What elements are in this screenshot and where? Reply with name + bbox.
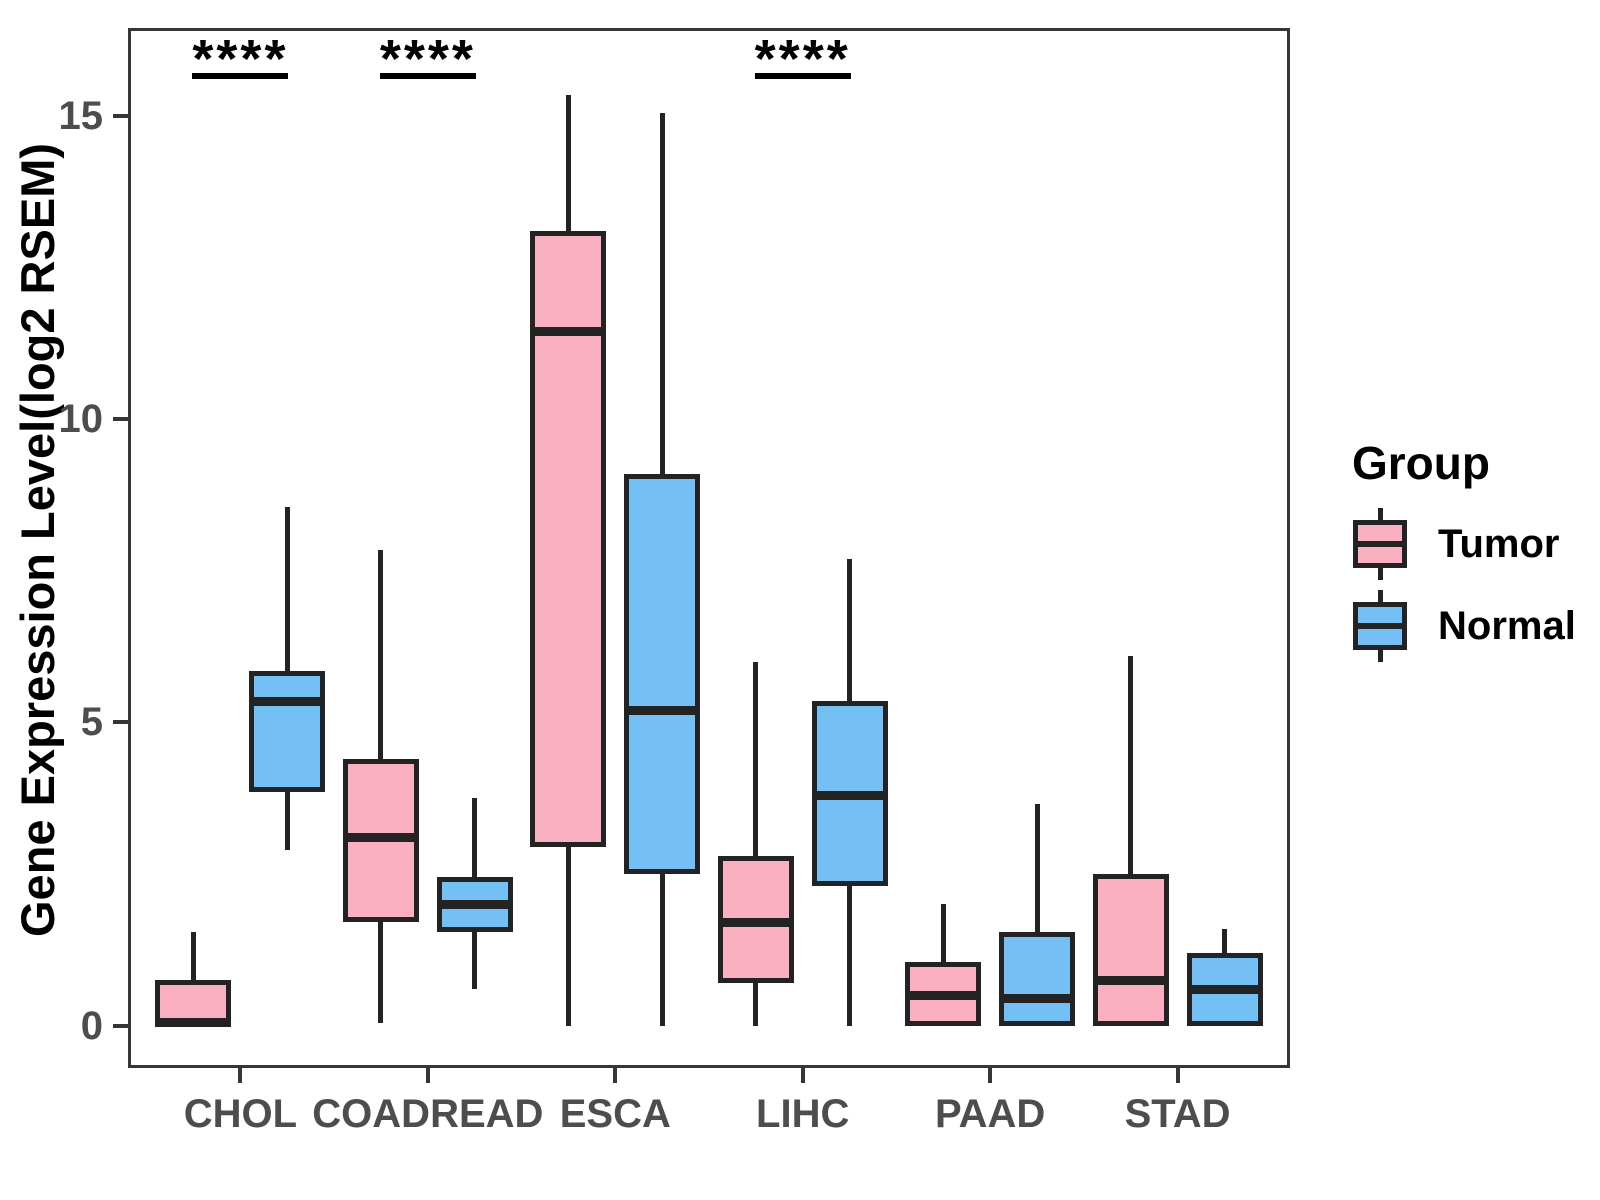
boxplot-lihc-tumor-median: [717, 917, 794, 927]
boxplot-chol-normal-box: [249, 670, 326, 793]
boxplot-lihc-normal-lower-whisker: [847, 886, 853, 1026]
legend-title: Group: [1352, 437, 1490, 489]
y-tick-label: 0: [80, 1003, 103, 1048]
legend-label-tumor: Tumor: [1438, 521, 1560, 566]
x-tick-label-stad: STAD: [1124, 1092, 1231, 1136]
legend-entry-tumor: Tumor: [1352, 508, 1590, 580]
boxplot-coadread-normal-upper-whisker: [472, 798, 478, 877]
y-axis-title: Gene Expression Level(log2 RSEM): [11, 143, 64, 937]
boxplot-stad-normal-median: [1186, 984, 1263, 994]
boxplot-stad-tumor-upper-whisker: [1128, 655, 1134, 874]
boxplot-chol-normal-upper-whisker: [284, 507, 290, 671]
boxplot-paad-tumor-upper-whisker: [940, 904, 946, 962]
glyph-box: [1353, 520, 1407, 568]
boxplot-coadread-normal-lower-whisker: [472, 931, 478, 990]
boxplot-lihc-tumor-upper-whisker: [753, 661, 759, 856]
x-tick-mark: [800, 1068, 805, 1083]
boxplot-esca-tumor-upper-whisker: [565, 94, 571, 232]
y-tick-mark: [113, 1023, 128, 1028]
boxplot-paad-normal-box: [999, 931, 1076, 1026]
boxplot-lihc-tumor-lower-whisker: [753, 983, 759, 1026]
legend-entry-normal: Normal: [1352, 590, 1590, 662]
x-tick-label-coadread: COADREAD: [312, 1092, 544, 1136]
x-tick-label-lihc: LIHC: [756, 1092, 850, 1136]
y-tick-label: 10: [58, 397, 104, 442]
boxplot-paad-tumor-median: [905, 990, 982, 1000]
glyph-median: [1358, 623, 1402, 629]
boxplot-coadread-tumor-lower-whisker: [378, 922, 384, 1023]
glyph-whisker: [1378, 649, 1383, 662]
y-tick-label: 5: [80, 700, 103, 745]
boxplot-esca-normal-box: [624, 473, 701, 874]
boxplot-esca-normal-median: [624, 705, 701, 715]
x-tick-mark: [238, 1068, 243, 1083]
glyph-whisker: [1378, 590, 1383, 603]
significance-bar-lihc: [754, 73, 851, 79]
boxplot-chol-normal-lower-whisker: [284, 792, 290, 850]
significance-bar-chol: [192, 73, 289, 79]
boxplot-lihc-normal-median: [811, 790, 888, 800]
y-tick-label: 15: [58, 93, 104, 138]
glyph-median: [1358, 541, 1402, 547]
boxplot-paad-normal-median: [999, 993, 1076, 1003]
boxplot-chol-tumor-median: [155, 1018, 232, 1028]
x-tick-label-chol: CHOL: [183, 1092, 298, 1136]
boxplot-esca-tumor-box: [530, 231, 607, 847]
legend-label-normal: Normal: [1438, 603, 1576, 648]
boxplot-stad-tumor-median: [1092, 975, 1169, 985]
x-tick-mark: [988, 1068, 993, 1083]
boxplot-chol-normal-median: [249, 696, 326, 706]
glyph-box: [1353, 602, 1407, 650]
boxplot-paad-normal-upper-whisker: [1034, 804, 1040, 932]
glyph-whisker: [1378, 567, 1383, 580]
x-tick-mark: [425, 1068, 430, 1083]
y-tick-mark: [113, 417, 128, 422]
boxplot-lihc-normal-upper-whisker: [847, 558, 853, 702]
boxplot-stad-normal-upper-whisker: [1222, 928, 1228, 953]
significance-bar-coadread: [379, 73, 476, 79]
boxplot-coadread-tumor-upper-whisker: [378, 549, 384, 759]
boxplot-glyph-tumor-icon: [1352, 508, 1408, 580]
boxplot-esca-normal-lower-whisker: [659, 873, 665, 1026]
x-tick-label-paad: PAAD: [934, 1092, 1046, 1136]
glyph-whisker: [1378, 508, 1383, 521]
boxplot-esca-tumor-lower-whisker: [565, 846, 571, 1026]
boxplot-glyph-normal-icon: [1352, 590, 1408, 662]
boxplot-esca-tumor-median: [530, 326, 607, 336]
boxplot-esca-normal-upper-whisker: [659, 112, 665, 474]
x-tick-mark: [613, 1068, 618, 1083]
boxplot-stad-tumor-box: [1092, 873, 1169, 1026]
legend: Group Tumor Normal: [1330, 436, 1590, 672]
x-tick-label-esca: ESCA: [559, 1092, 671, 1136]
y-tick-mark: [113, 720, 128, 725]
boxplot-chol-tumor-upper-whisker: [190, 931, 196, 981]
y-tick-mark: [113, 113, 128, 118]
boxplot-coadread-normal-median: [436, 899, 513, 909]
x-tick-mark: [1175, 1068, 1180, 1083]
boxplot-coadread-tumor-median: [342, 833, 419, 843]
